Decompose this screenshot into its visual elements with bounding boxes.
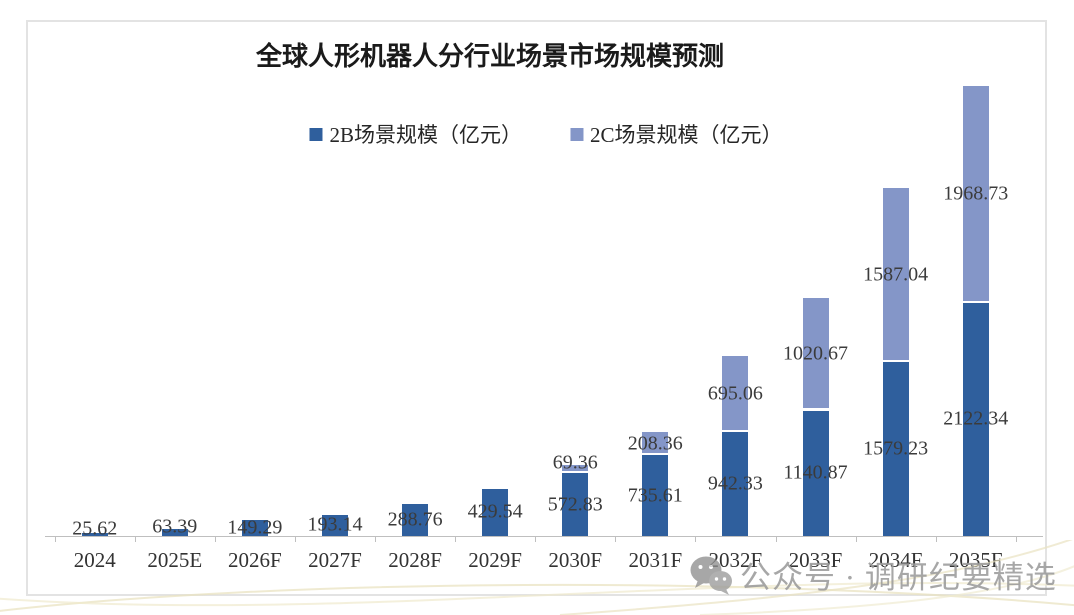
value-label-2031F-2b: 735.61 [627, 484, 683, 506]
value-label-2028F-2b: 288.76 [387, 508, 443, 531]
value-label-2034F-2c: 1587.04 [863, 263, 929, 286]
x-tick-label-2027F: 2027F [308, 548, 362, 572]
x-axis-line [45, 536, 1043, 537]
x-axis-tick [695, 536, 697, 542]
chart-title: 全球人形机器人分行业场景市场规模预测 [255, 41, 725, 71]
legend-item-2b: 2B场景规模（亿元） [309, 119, 522, 149]
x-axis-tick [134, 536, 136, 542]
bar-2032F-2b [722, 432, 749, 536]
value-label-2032F-2c: 695.06 [707, 382, 763, 405]
bar-2025E-2b [161, 529, 188, 536]
value-label-2033F-2b: 1140.87 [783, 461, 848, 484]
legend-label-2b: 2B场景规模（亿元） [329, 123, 522, 147]
x-tick-label-2028F: 2028F [388, 548, 442, 572]
bar-2034F-2b [882, 362, 909, 536]
value-label-2024-2b: 25.62 [72, 517, 118, 540]
bar-2031F-2b [642, 455, 669, 536]
value-label-2035F-2b: 2122.34 [943, 407, 1009, 430]
x-tick-label-2024: 2024 [73, 548, 116, 572]
value-label-2035F-2c: 1968.73 [943, 182, 1009, 205]
bar-2035F-2c [962, 86, 989, 303]
bar-2031F-2c [642, 432, 669, 456]
legend-swatch-2b-icon [309, 127, 323, 141]
bar-2028F-2b [402, 504, 429, 536]
x-axis-tick [294, 536, 296, 542]
x-axis-tick [214, 536, 216, 542]
chart-frame [26, 20, 1047, 596]
x-axis-tick [775, 536, 777, 542]
value-label-2034F-2b: 1579.23 [863, 437, 929, 460]
wechat-icon [690, 556, 732, 595]
bar-2027F-2b [322, 514, 348, 536]
x-tick-label-2026F: 2026F [228, 548, 282, 572]
bar-2035F-2b [962, 302, 989, 536]
legend-label-2c: 2C场景规模（亿元） [590, 123, 783, 147]
bar-2033F-2b [802, 410, 829, 536]
value-label-2030F-2c: 69.36 [552, 451, 598, 474]
legend-swatch-2c-icon [570, 127, 583, 141]
value-label-2032F-2b: 942.33 [707, 472, 763, 495]
x-axis-tick [375, 536, 376, 542]
x-tick-label-2029F: 2029F [468, 548, 522, 572]
value-label-2029F-2b: 429.54 [467, 500, 523, 523]
bar-2032F-2c [722, 355, 749, 433]
x-axis-tick [855, 536, 857, 542]
x-axis-tick [535, 536, 537, 542]
x-axis-tick [54, 536, 56, 542]
x-axis-tick [1015, 536, 1017, 542]
x-tick-label-2025E: 2025E [147, 548, 203, 572]
value-label-2033F-2c: 1020.67 [783, 342, 848, 365]
x-axis-tick [455, 536, 457, 542]
value-label-2027F-2b: 193.14 [307, 513, 363, 536]
legend-item-2c: 2C场景规模（亿元） [570, 119, 783, 149]
x-tick-label-2030F: 2030F [548, 548, 603, 572]
bar-2030F-2b [562, 473, 589, 536]
watermark-text: 公众号 · 调研纪要精选 [740, 560, 1057, 595]
bar-2024-2b [81, 533, 108, 536]
watermark: 公众号 · 调研纪要精选 [688, 552, 1057, 597]
x-tick-label-2031F: 2031F [628, 548, 683, 572]
value-label-2030F-2b: 572.83 [547, 493, 603, 515]
bar-2034F-2c [882, 187, 909, 363]
bar-2033F-2c [802, 298, 829, 411]
value-label-2031F-2c: 208.36 [627, 432, 683, 455]
x-axis-tick [615, 536, 617, 542]
bar-2029F-2b [482, 488, 509, 536]
value-label-2026F-2b: 149.29 [227, 516, 283, 539]
x-axis-tick [935, 536, 937, 542]
bar-2030F-2c [562, 465, 589, 473]
bar-2026F-2b [241, 519, 268, 536]
legend: 2B场景规模（亿元） 2C场景规模（亿元） [309, 119, 783, 149]
value-label-2025E-2b: 63.39 [152, 515, 198, 537]
